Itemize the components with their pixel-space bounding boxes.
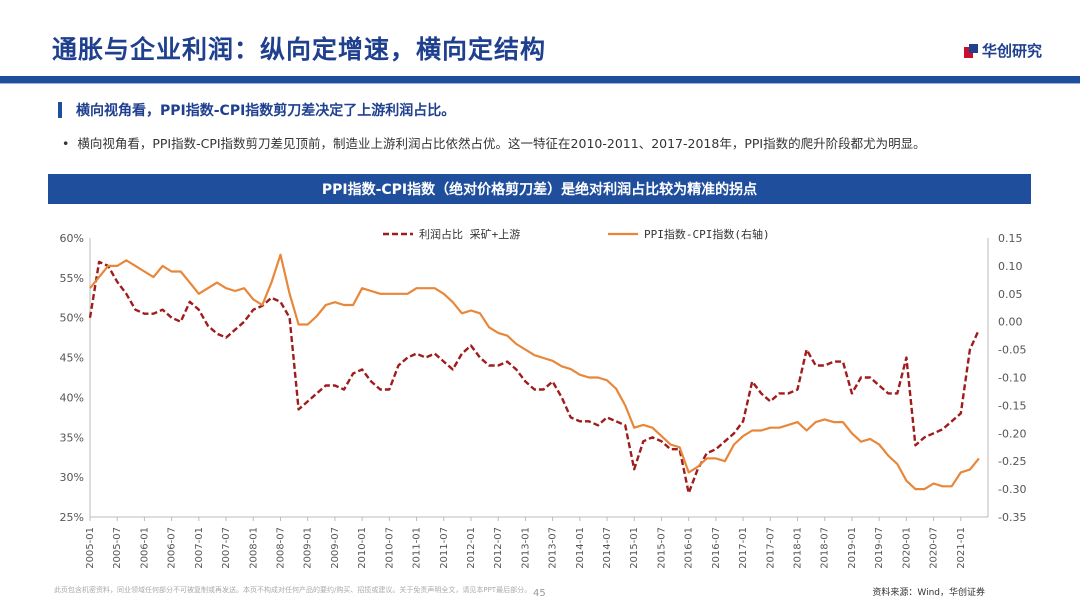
y-right-tick-label: -0.15 [998,399,1026,412]
y-right-tick-label: 0.00 [998,316,1023,329]
y-left-tick-label: 60% [60,232,84,245]
y-left-tick-label: 25% [60,511,84,524]
series-line-ppi-cpi [89,253,980,491]
disclaimer: 此页包含机密资料，同业领域任何部分不可被复制或再发送。本页不构成对任何产品的要约… [54,586,532,594]
y-left-tick-label: 55% [60,272,84,285]
x-tick-label: 2010-07 [384,527,395,569]
headline: 横向视角看，PPI指数-CPI指数剪刀差决定了上游利润占比。 [58,100,455,120]
y-right-tick-label: 0.05 [998,288,1023,301]
y-left-tick-label: 40% [60,391,84,404]
x-tick-label: 2006-07 [167,527,178,569]
y-right-tick-label: -0.35 [998,511,1026,524]
line-chart: 60% 55% 50% 45% 40% 35% 30% 25% 0.15 0.10 0.05 0.00… [60,227,1027,569]
x-tick-label: 2013-07 [548,527,559,569]
x-tick-label: 2021-01 [956,527,967,569]
x-tick-label: 2012-01 [466,527,477,569]
headline-marker [58,102,62,118]
x-tick-label: 2017-01 [738,527,749,569]
x-tick-label: 2005-07 [112,527,123,569]
page-number: 45 [533,588,546,599]
title-divider [0,76,1080,83]
chart-title-banner: PPI指数-CPI指数（绝对价格剪刀差）是绝对利润占比较为精准的拐点 [48,174,1031,204]
x-tick-label: 2012-07 [493,527,504,569]
y-right-tick-label: -0.25 [998,455,1026,468]
x-tick-label: 2005-01 [85,527,96,569]
x-tick-label: 2016-07 [711,527,722,569]
x-tick-label: 2009-07 [330,527,341,569]
y-left-tick-label: 35% [60,431,84,444]
brand-logo-icon [963,43,978,58]
y-right-tick-label: -0.20 [998,427,1026,440]
x-tick-label: 2011-07 [439,527,450,569]
y-right-tick-label: -0.05 [998,344,1026,357]
title-divider-accent [0,83,1080,84]
x-tick-label: 2007-07 [221,527,232,569]
x-tick-label: 2015-01 [629,527,640,569]
x-tick-label: 2019-07 [874,527,885,569]
x-tick-label: 2008-01 [248,527,259,569]
x-tick-label: 2011-01 [412,527,423,569]
x-tick-label: 2014-01 [575,527,586,569]
bullet-text: 横向视角看，PPI指数-CPI指数剪刀差见顶前，制造业上游利润占比依然占优。这一… [77,136,926,151]
x-tick-label: 2020-01 [901,527,912,569]
x-tick-label: 2019-01 [847,527,858,569]
y-right-tick-label: 0.10 [998,260,1023,273]
y-left-tick-label: 50% [60,312,84,325]
bullet-dot: • [62,136,70,151]
x-tick-label: 2015-07 [656,527,667,569]
x-tick-label: 2010-01 [357,527,368,569]
x-tick-label: 2017-07 [765,527,776,569]
series-line-profit-share [88,260,980,495]
y-right-tick-label: 0.15 [998,232,1023,245]
x-tick-label: 2013-01 [520,527,531,569]
y-left-tick-label: 30% [60,471,84,484]
y-right-tick-label: -0.10 [998,372,1026,385]
x-tick-label: 2016-01 [684,527,695,569]
legend-label-ppi-cpi: PPI指数-CPI指数(右轴) [644,227,770,241]
legend-label-profit-share: 利润占比 采矿+上游 [419,227,520,241]
x-tick-label: 2018-07 [820,527,831,569]
x-tick-label: 2018-01 [793,527,804,569]
x-tick-label: 2008-07 [275,527,286,569]
x-tick-label: 2007-01 [194,527,205,569]
x-tick-label: 2014-07 [602,527,613,569]
x-tick-label: 2006-01 [139,527,150,569]
x-tick-label: 2020-07 [929,527,940,569]
bullet-point: • 横向视角看，PPI指数-CPI指数剪刀差见顶前，制造业上游利润占比依然占优。… [62,133,926,152]
source-note: 资料来源：Wind，华创证券 [872,588,985,598]
y-left-tick-label: 45% [60,352,84,365]
page-title: 通胀与企业利润：纵向定增速，横向定结构 [52,35,547,64]
headline-text: 横向视角看，PPI指数-CPI指数剪刀差决定了上游利润占比。 [76,103,456,119]
y-right-tick-label: -0.30 [998,483,1026,496]
x-tick-label: 2009-01 [303,527,314,569]
brand-name: 华创研究 [981,42,1042,60]
brand: 华创研究 [963,40,1042,61]
